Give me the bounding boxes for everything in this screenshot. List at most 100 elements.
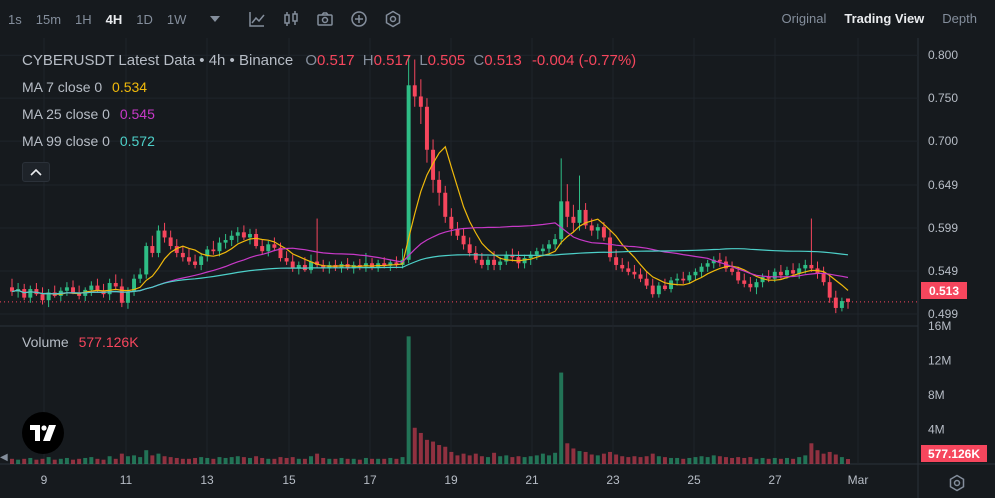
candle-body (632, 271, 637, 275)
view-original[interactable]: Original (781, 11, 827, 26)
price-tick-label: 0.700 (928, 134, 958, 148)
volume-bar (174, 457, 179, 464)
candle-body (827, 282, 832, 298)
chart-type-icon[interactable] (280, 8, 302, 30)
add-icon[interactable] (348, 8, 370, 30)
volume-bar (772, 457, 777, 464)
volume-bar (339, 457, 344, 464)
interval-1d[interactable]: 1D (136, 11, 153, 27)
volume-bar (52, 459, 57, 464)
volume-bar (730, 457, 735, 464)
volume-bar (754, 458, 759, 464)
volume-bar (571, 448, 576, 464)
candle-body (394, 262, 399, 265)
candle-body (803, 264, 808, 269)
view-depth[interactable]: Depth (942, 11, 977, 26)
volume-bar (205, 457, 210, 464)
volume-bar (229, 457, 234, 464)
interval-4h[interactable]: 4H (105, 11, 123, 27)
volume-bar (620, 456, 625, 464)
candle-body (601, 227, 606, 238)
indicator-icon[interactable] (246, 8, 268, 30)
volume-bar (748, 457, 753, 464)
candle-body (784, 270, 789, 276)
volume-bar (248, 457, 252, 464)
ma7-value: 0.534 (112, 79, 148, 95)
candle-body (766, 276, 771, 279)
ma7-label: MA 7 close 0 (22, 79, 103, 95)
volume-bar (815, 450, 820, 464)
volume-bar (211, 458, 216, 464)
candle-body (248, 234, 252, 238)
volume-bar (333, 458, 338, 464)
candle-body (608, 237, 612, 258)
volume-bar (199, 457, 204, 464)
candle-body (217, 242, 222, 252)
volume-bar (742, 457, 747, 464)
ma99-line (11, 248, 849, 295)
candle-body (687, 275, 692, 281)
interval-dropdown-icon[interactable] (204, 8, 226, 30)
volume-bar (699, 456, 704, 464)
volume-bar (827, 451, 832, 464)
candle-body (321, 264, 326, 269)
volume-bar (431, 441, 436, 464)
current-price-tag: 0.513 (921, 282, 967, 299)
volume-bar (638, 457, 643, 464)
candle-body (113, 283, 118, 287)
candle-body (730, 268, 735, 272)
volume-bar (168, 457, 173, 464)
candle-body (510, 254, 515, 258)
volume-bar (186, 458, 191, 464)
candle-body (504, 254, 509, 262)
candle-body (656, 285, 661, 295)
volume-bar (357, 459, 362, 464)
interval-15m[interactable]: 15m (35, 11, 62, 27)
gear-icon[interactable] (946, 472, 968, 494)
volume-bar (46, 457, 51, 464)
volume-bar (675, 457, 680, 464)
camera-icon[interactable] (314, 8, 336, 30)
volume-tick-label: 12M (928, 354, 951, 368)
candle-body (241, 232, 246, 238)
candle-body (797, 268, 802, 274)
volume-bar (791, 458, 796, 464)
volume-bar (28, 457, 33, 464)
candle-body (809, 264, 814, 269)
scroll-left-icon[interactable]: ◀ (0, 452, 8, 463)
candle-body (180, 252, 185, 258)
volume-bar (370, 458, 375, 464)
candle-body (492, 259, 497, 265)
ma7-line (11, 145, 849, 295)
time-tick-label: 9 (41, 473, 48, 487)
volume-bar (553, 452, 558, 464)
candle-body (144, 246, 149, 275)
volume-bar (10, 458, 14, 464)
volume-bar (821, 453, 826, 464)
candle-body (846, 298, 850, 302)
candle-body (748, 283, 753, 288)
volume-bar (803, 455, 808, 464)
interval-1w[interactable]: 1W (166, 11, 187, 27)
candle-body (40, 294, 45, 301)
settings-icon[interactable] (382, 8, 404, 30)
view-trading-view[interactable]: Trading View (844, 11, 925, 26)
candle-body (467, 244, 472, 253)
collapse-legend-button[interactable] (22, 162, 50, 182)
candle-body (791, 270, 796, 274)
interval-1h[interactable]: 1H (75, 11, 92, 27)
time-tick-label: 23 (606, 473, 620, 487)
time-tick-label: 17 (363, 473, 377, 487)
candle-body (522, 258, 527, 264)
candle-body (547, 244, 551, 249)
volume-bar (516, 456, 521, 464)
interval-1s[interactable]: 1s (8, 11, 22, 27)
volume-bar (77, 458, 82, 464)
candle-body (382, 263, 387, 266)
volume-bar (162, 456, 167, 464)
ma25-legend: MA 25 close 0 0.545 (22, 106, 155, 122)
volume-bar (400, 457, 405, 464)
volume-bar (528, 456, 533, 464)
volume-bar (540, 453, 545, 464)
